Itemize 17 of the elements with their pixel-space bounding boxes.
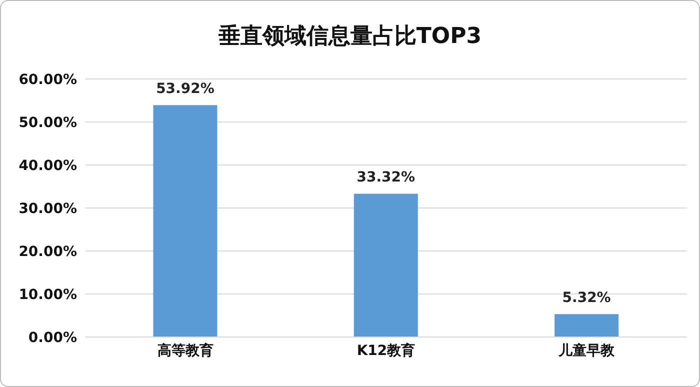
bar (153, 105, 218, 337)
bar (554, 314, 619, 337)
y-tick-label: 20.00% (18, 244, 77, 260)
x-tick-label: K12教育 (356, 342, 416, 359)
x-tick-label: 高等教育 (157, 342, 214, 359)
y-tick-label: 30.00% (18, 200, 77, 217)
chart-title: 垂直领域信息量占比TOP3 (217, 23, 483, 51)
y-tick-label: 50.00% (18, 114, 77, 131)
y-tick-label: 40.00% (18, 158, 77, 174)
y-tick-label: 60.00% (18, 72, 77, 88)
bar (354, 194, 418, 337)
data-label: 5.32% (562, 290, 611, 306)
y-tick-label: 10.00% (18, 286, 77, 303)
y-tick-label: 0.00% (28, 330, 77, 346)
data-label: 33.32% (356, 170, 416, 186)
x-tick-label: 儿童早教 (558, 342, 616, 359)
data-label: 53.92% (156, 81, 214, 98)
